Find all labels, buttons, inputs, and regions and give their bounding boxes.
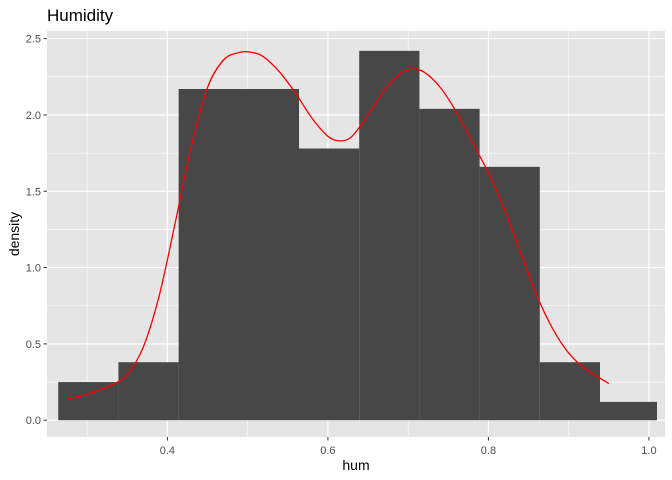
x-tick-label: 0.6 xyxy=(320,445,335,457)
histogram-bar xyxy=(599,401,657,421)
y-axis-ticks: 0.0 0.5 1.0 1.5 2.0 2.5 xyxy=(26,34,47,427)
histogram-bar xyxy=(58,382,119,421)
x-axis-ticks: 0.4 0.6 0.8 1.0 xyxy=(160,437,657,457)
y-tick-label: 1.0 xyxy=(26,263,41,275)
x-tick-label: 0.4 xyxy=(160,445,175,457)
x-tick-label: 1.0 xyxy=(641,445,656,457)
histogram-bar xyxy=(299,148,360,421)
y-tick-label: 2.0 xyxy=(26,110,41,122)
y-tick-label: 0.0 xyxy=(26,415,41,427)
density-curve xyxy=(66,50,610,400)
y-tick-label: 2.5 xyxy=(26,34,41,46)
y-axis-title: density xyxy=(6,212,22,256)
histogram-bars xyxy=(58,50,657,421)
histogram-bar xyxy=(419,108,480,421)
histogram-bar xyxy=(539,362,600,421)
histogram-bar xyxy=(118,362,179,421)
y-tick-label: 0.5 xyxy=(26,339,41,351)
x-axis-title: hum xyxy=(342,457,369,473)
chart-title: Humidity xyxy=(47,6,114,25)
histogram-bar xyxy=(359,50,420,421)
y-tick-label: 1.5 xyxy=(26,186,41,198)
histogram-bar xyxy=(178,89,300,421)
histogram-bar xyxy=(479,166,540,421)
x-tick-label: 0.8 xyxy=(481,445,496,457)
